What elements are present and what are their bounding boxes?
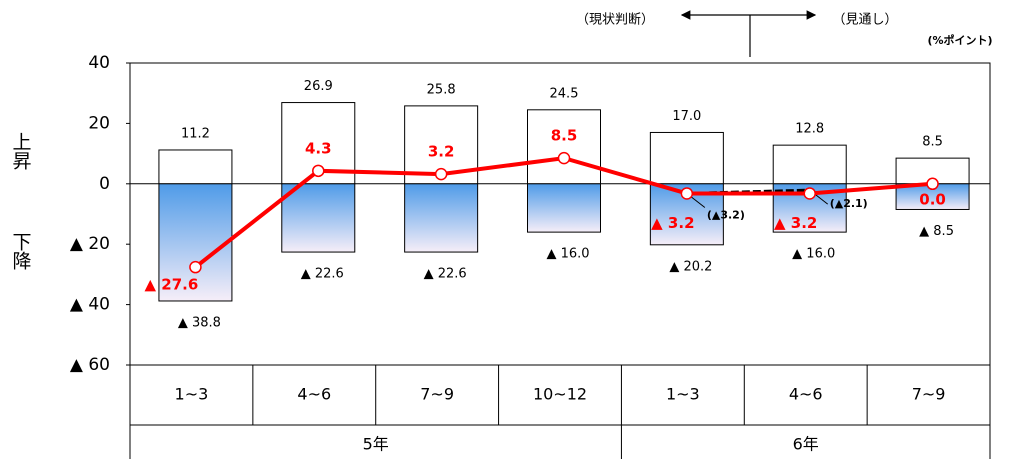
bar [158, 149, 233, 185]
y-tick-label: 40 [88, 53, 110, 73]
x-tick-label: 1~3 [666, 385, 700, 404]
line-label: ▲ 27.6 [145, 276, 199, 294]
data-label: 12.8 [795, 122, 824, 137]
group-label: 6年 [793, 435, 819, 454]
y-label-bottom: 下降 [10, 232, 32, 270]
data-label: 17.0 [672, 109, 701, 124]
data-label: 24.5 [550, 86, 579, 101]
forecast-label: (▲3.2) [707, 208, 745, 221]
data-label: ▲ 38.8 [178, 315, 221, 330]
data-label: ▲ 16.0 [792, 247, 835, 262]
point [189, 260, 202, 274]
bar [895, 157, 970, 185]
bar [527, 109, 601, 185]
data-label: 11.2 [181, 126, 210, 141]
header-left: （現状判断） [576, 13, 654, 28]
data-label: ▲ 8.5 [919, 224, 954, 239]
forecast-label: (▲2.1) [830, 197, 868, 210]
x-tick-label: 7~9 [912, 385, 946, 404]
point [803, 187, 816, 200]
x-tick-label: 4~6 [789, 385, 823, 404]
plot-frame [129, 62, 991, 366]
y-tick-label: ▲ 20 [70, 234, 110, 254]
group-label: 5年 [363, 435, 389, 454]
header-right: （見通し） [832, 13, 897, 28]
line-label: ▲ 3.2 [774, 214, 817, 232]
y-label-top: 上昇 [10, 132, 32, 170]
y-tick-label: ▲ 40 [70, 295, 110, 315]
point [557, 151, 571, 165]
bar [281, 183, 356, 253]
data-label: 25.8 [427, 82, 456, 97]
bar [158, 183, 233, 302]
point [434, 167, 448, 181]
line-label: 3.2 [428, 143, 455, 161]
line-label: 8.5 [551, 127, 578, 145]
point [312, 164, 325, 178]
x-tick-label: 1~3 [175, 385, 209, 404]
line-label: ▲ 3.2 [651, 214, 694, 232]
data-label: ▲ 16.0 [546, 247, 589, 262]
line-label: 0.0 [919, 190, 946, 208]
unit-label: (%ポイント) [927, 33, 992, 47]
data-label: ▲ 22.6 [301, 267, 344, 282]
y-tick-label: ▲ 60 [70, 355, 110, 375]
bar [649, 131, 724, 185]
bar [772, 144, 847, 185]
x-tick-label: 10~12 [533, 385, 587, 404]
data-label: ▲ 20.2 [669, 259, 712, 274]
data-label: ▲ 22.6 [424, 267, 467, 282]
point [926, 177, 939, 191]
x-tick-label: 4~6 [297, 385, 331, 404]
data-label: 8.5 [922, 135, 943, 150]
line-label: 4.3 [305, 139, 332, 157]
y-tick-label: 0 [99, 174, 110, 194]
x-tick-label: 7~9 [420, 385, 454, 404]
y-tick-label: 20 [88, 113, 110, 133]
bar [527, 183, 601, 233]
data-label: 26.9 [304, 79, 333, 94]
bar [404, 183, 479, 253]
point [680, 187, 694, 200]
